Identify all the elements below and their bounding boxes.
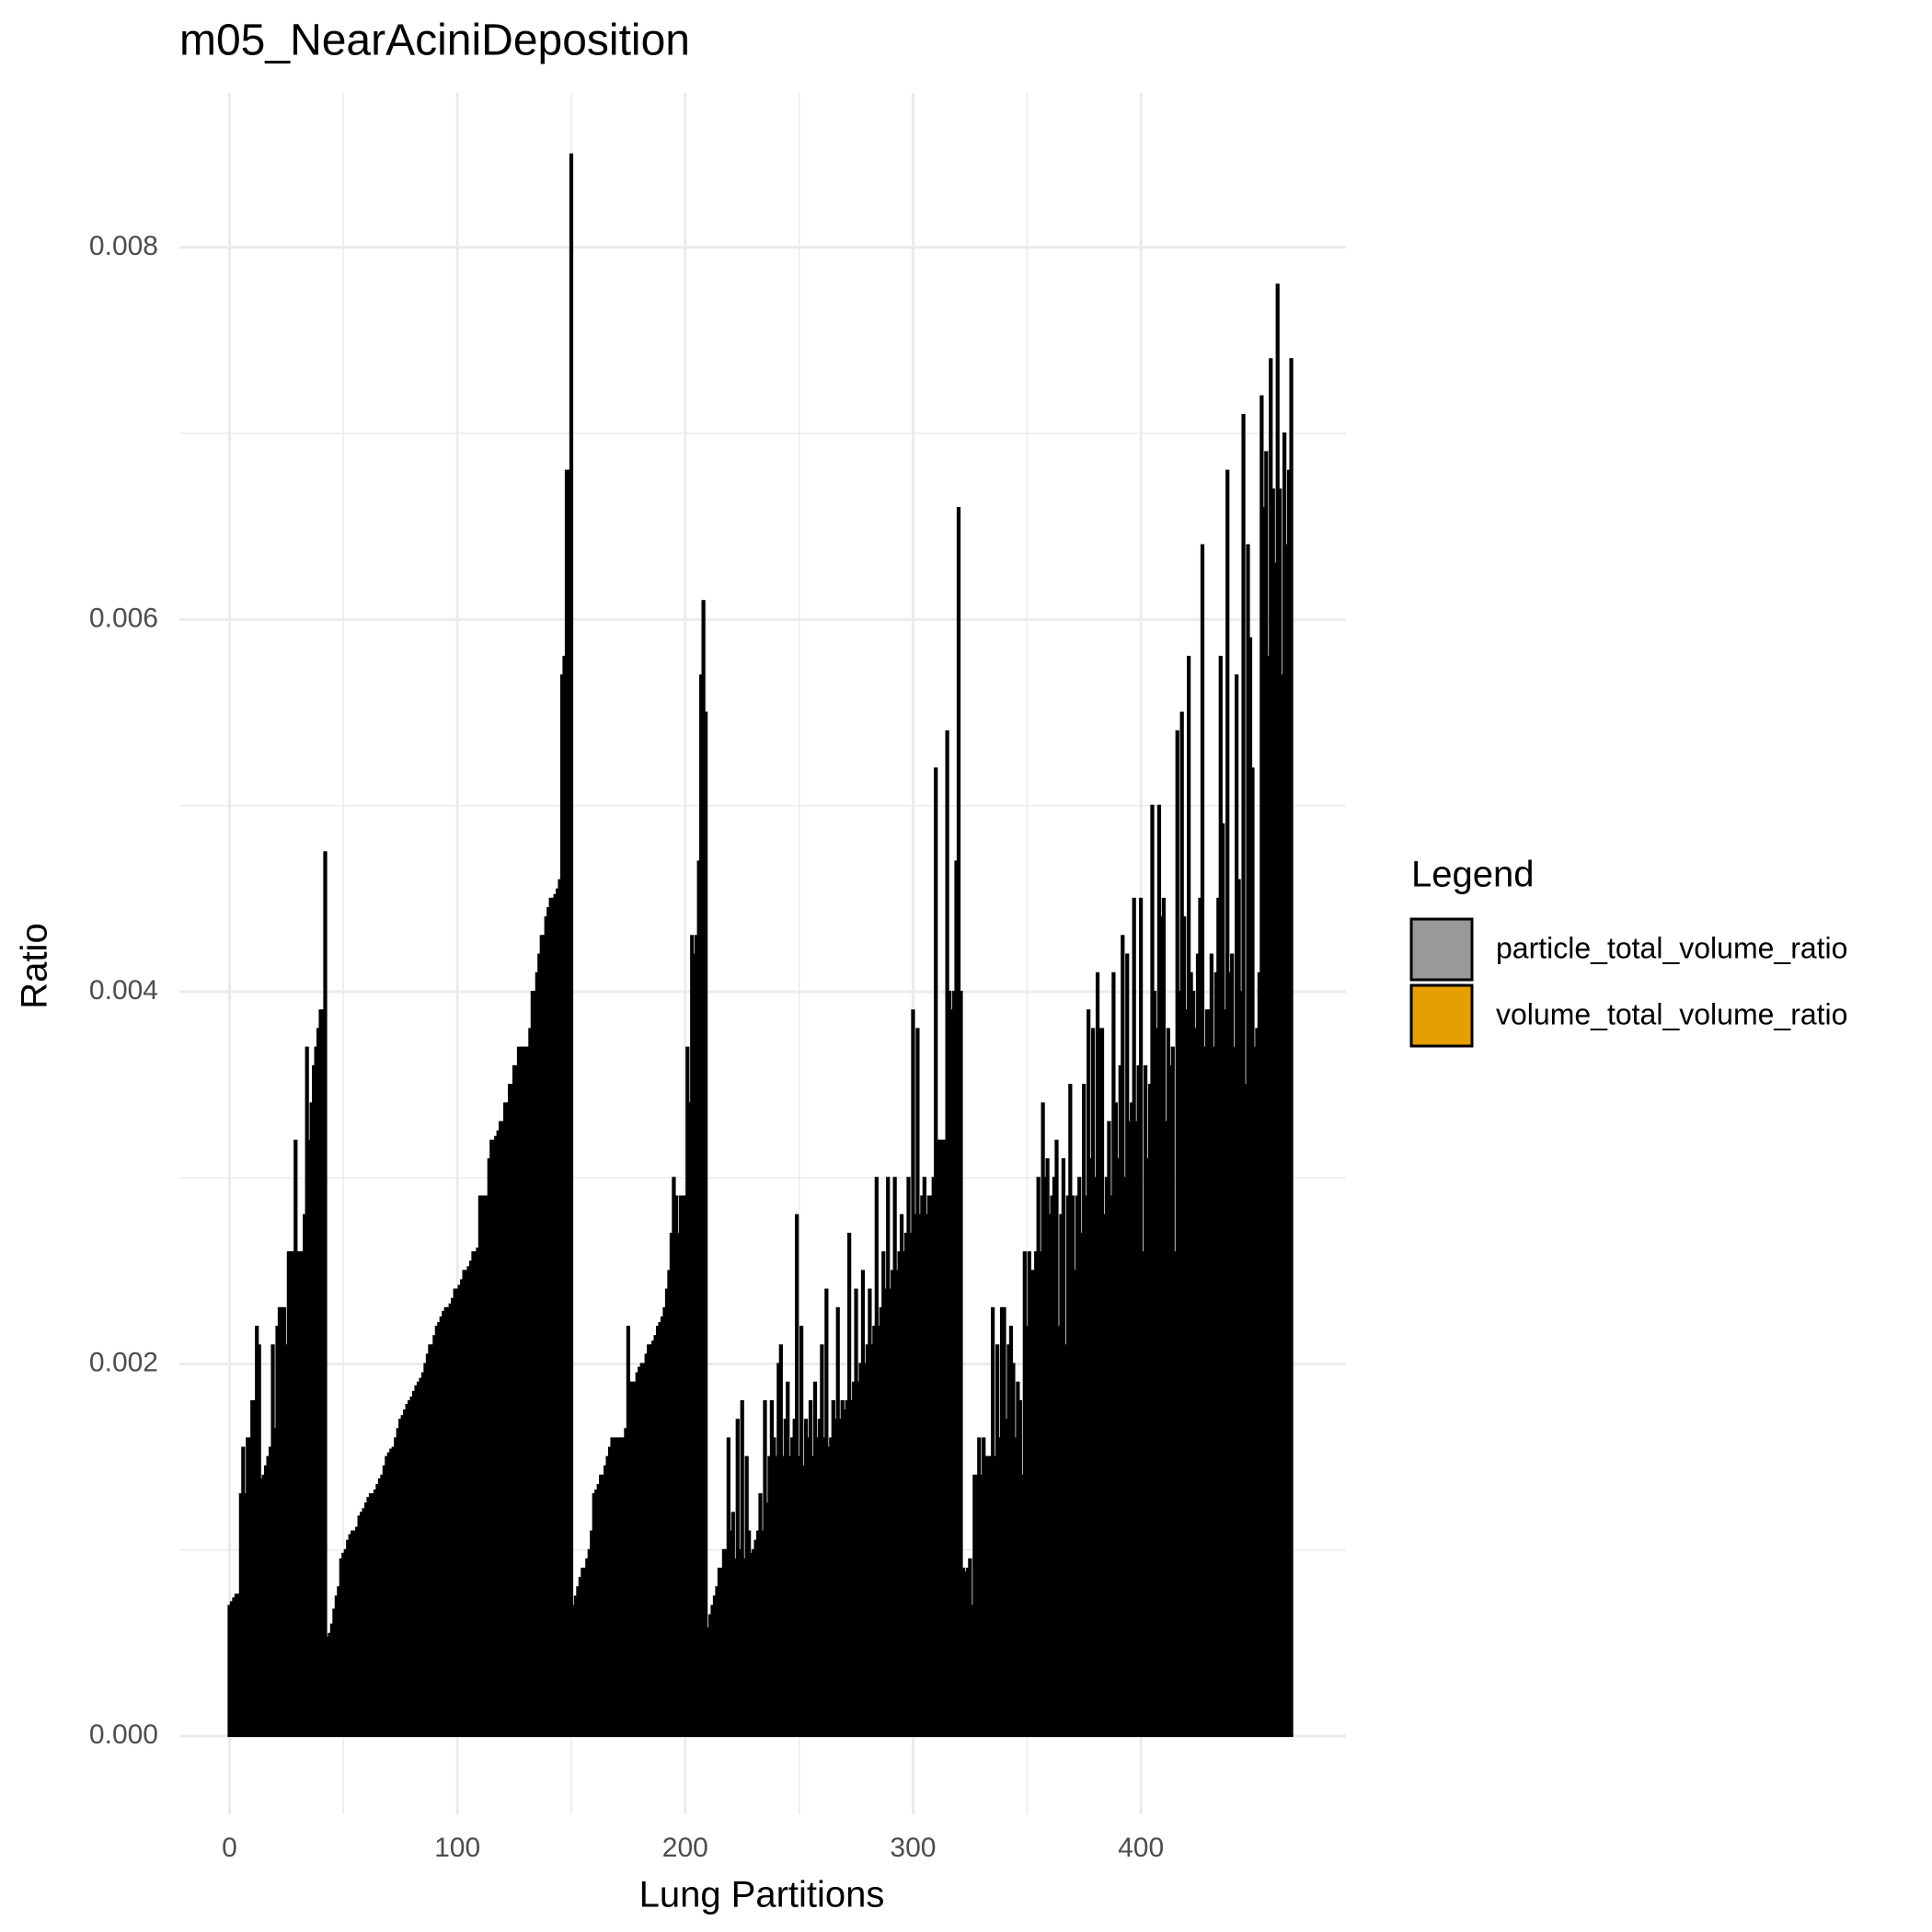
legend-title: Legend [1411,855,1534,895]
legend-key [1409,917,1474,982]
legend-label: particle_total_volume_ratio [1496,931,1847,964]
x-tick-label: 100 [434,1833,480,1863]
bar [569,153,574,1738]
y-tick-label: 0.006 [89,603,158,633]
bar [323,851,328,1738]
x-tick-label: 400 [1118,1833,1164,1863]
x-tick-label: 300 [890,1833,936,1863]
chart-title: m05_NearAciniDeposition [179,17,690,65]
bar [1289,358,1294,1738]
legend-label: volume_total_volume_ratio [1496,997,1847,1030]
x-axis-title: Lung Partitions [639,1875,885,1915]
bars [227,153,1294,1738]
y-axis-title: Ratio [15,923,55,1008]
y-tick-label: 0.008 [89,231,158,261]
y-tick-label: 0.000 [89,1719,158,1750]
bar [959,990,963,1738]
bar [703,711,708,1738]
y-tick-label: 0.004 [89,975,158,1006]
legend-key [1409,983,1474,1048]
x-tick-label: 0 [222,1833,237,1863]
y-tick-label: 0.002 [89,1347,158,1377]
bar [1241,413,1246,1738]
x-tick-label: 200 [662,1833,708,1863]
